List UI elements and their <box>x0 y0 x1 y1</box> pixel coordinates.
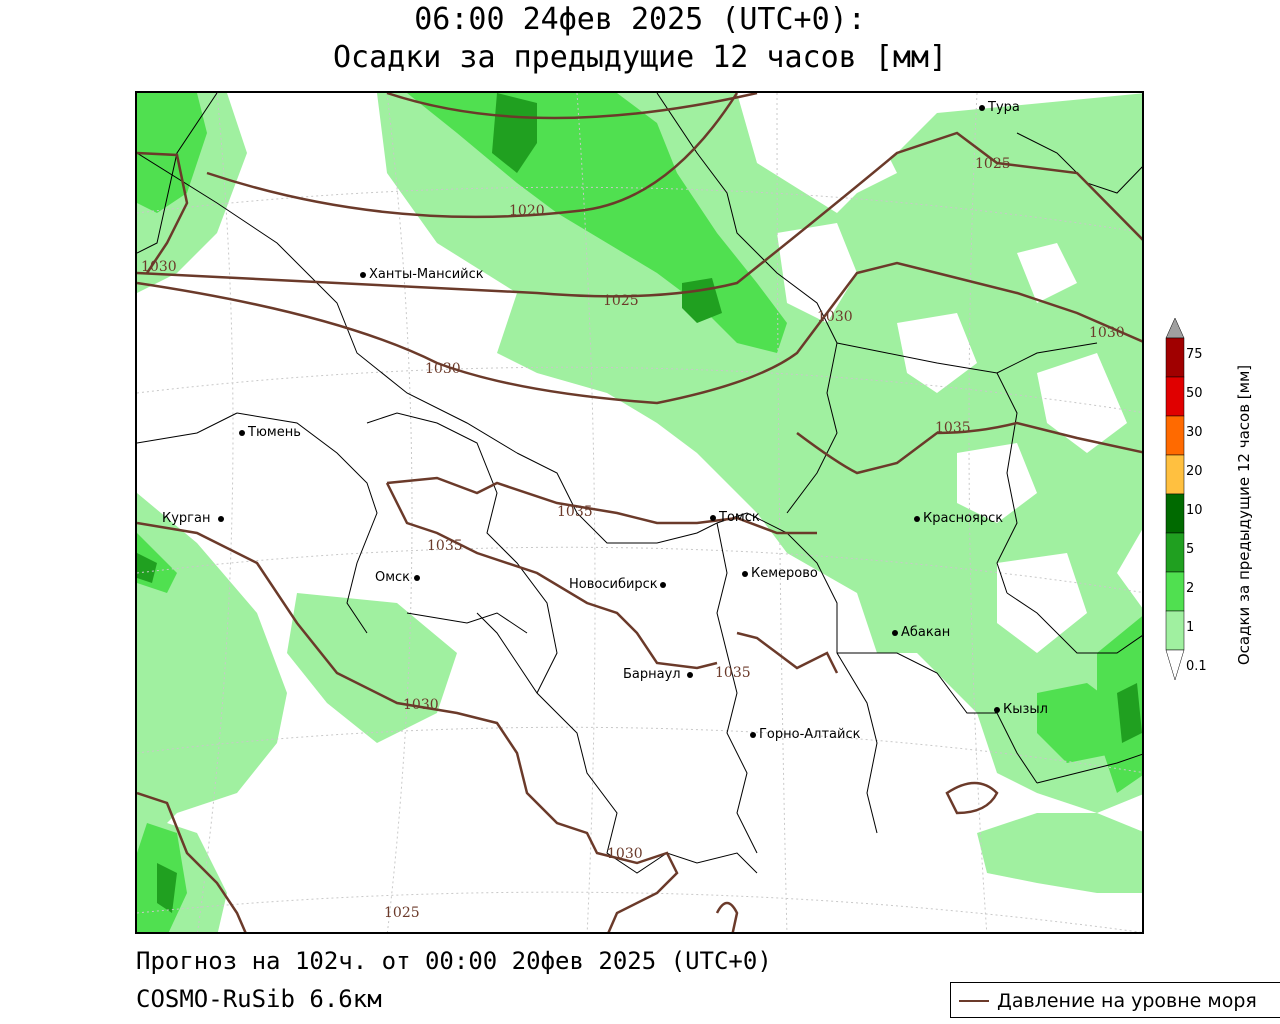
legend-swatch <box>1165 532 1185 573</box>
legend-level-label: 1 <box>1186 620 1195 635</box>
isobar-label: 1030 <box>141 259 177 275</box>
map-canvas <box>137 93 1142 932</box>
map-title-variable: Осадки за предыдущие 12 часов [мм] <box>332 40 948 75</box>
city-dot-icon <box>892 629 898 636</box>
city-kyzyl: Кызыл <box>994 702 1048 717</box>
pressure-legend: Давление на уровне моря <box>950 982 1280 1018</box>
legend-swatch <box>1165 415 1185 456</box>
isobar-label: 1025 <box>603 293 639 309</box>
city-novosibirsk: Новосибирск <box>569 577 669 592</box>
isobar-label: 1020 <box>509 203 545 219</box>
legend-level-label: 75 <box>1186 347 1203 362</box>
legend-swatch <box>1165 610 1185 651</box>
legend-swatch <box>1165 454 1185 495</box>
map-title-time: 06:00 24фев 2025 (UTC+0): <box>414 2 866 37</box>
city-tomsk: Томск <box>710 510 760 525</box>
city-dot-icon <box>414 574 421 581</box>
city-dot-icon <box>239 429 245 436</box>
city-omsk: Омск <box>375 570 423 585</box>
city-gorno-altaysk: Горно-Алтайск <box>750 727 860 742</box>
city-dot-icon <box>659 581 666 588</box>
pressure-legend-label: Давление на уровне моря <box>997 990 1257 1012</box>
city-barnaul: Барнаул <box>623 667 696 682</box>
isobar-label: 1030 <box>1089 325 1125 341</box>
city-dot-icon <box>750 731 756 738</box>
isobar-label: 1035 <box>557 504 593 520</box>
precip-legend-title: Осадки за предыдущие 12 часов [мм] <box>1235 364 1253 666</box>
city-dot-icon <box>914 515 920 522</box>
city-abakan: Абакан <box>892 625 950 640</box>
city-dot-icon <box>979 104 985 111</box>
city-dot-icon <box>360 271 366 278</box>
legend-swatch <box>1165 571 1185 612</box>
legend-arrow-bottom <box>1165 649 1185 681</box>
legend-level-label: 50 <box>1186 386 1203 401</box>
city-tyumen: Тюмень <box>239 425 301 440</box>
legend-swatch <box>1165 337 1185 378</box>
precip-color-bar <box>1165 318 1185 681</box>
isobars <box>137 93 1142 932</box>
city-tura: Тура <box>979 100 1020 115</box>
isobar-label: 1035 <box>427 538 463 554</box>
isobar-label: 1030 <box>607 846 643 862</box>
legend-level-label: 30 <box>1186 425 1203 440</box>
legend-swatch <box>1165 493 1185 534</box>
legend-level-label: 20 <box>1186 464 1203 479</box>
isobar-label: 1025 <box>384 905 420 921</box>
legend-arrow-top <box>1165 318 1185 339</box>
legend-level-label: 0.1 <box>1186 659 1207 674</box>
model-name: COSMO-RuSib 6.6км <box>136 985 382 1013</box>
city-kurgan: Курган <box>162 511 227 526</box>
isobar-label: 1025 <box>975 156 1011 172</box>
city-dot-icon <box>994 706 1000 713</box>
pressure-line-icon <box>959 1000 989 1002</box>
city-dot-icon <box>686 671 693 678</box>
legend-level-label: 2 <box>1186 581 1195 596</box>
isobar-label: 1030 <box>425 361 461 377</box>
city-kemerovo: Кемерово <box>742 566 818 581</box>
isobar-label: 1030 <box>403 697 439 713</box>
forecast-info: Прогноз на 102ч. от 00:00 20фев 2025 (UT… <box>136 947 772 975</box>
graticule <box>137 93 1142 932</box>
city-dot-icon <box>218 515 225 522</box>
precipitation-map[interactable]: Тура Ханты-Мансийск Тюмень Курган Омск Н… <box>135 91 1144 934</box>
isobar-label: 1035 <box>935 420 971 436</box>
legend-swatch <box>1165 376 1185 417</box>
city-krasnoyarsk: Красноярск <box>914 511 1003 526</box>
city-khanty-mansiysk: Ханты-Мансийск <box>360 267 484 282</box>
isobar-label: 1035 <box>715 665 751 681</box>
legend-level-label: 10 <box>1186 503 1203 518</box>
legend-level-label: 5 <box>1186 542 1195 557</box>
city-dot-icon <box>742 570 748 577</box>
city-dot-icon <box>710 514 716 521</box>
isobar-label: 1030 <box>817 309 853 325</box>
